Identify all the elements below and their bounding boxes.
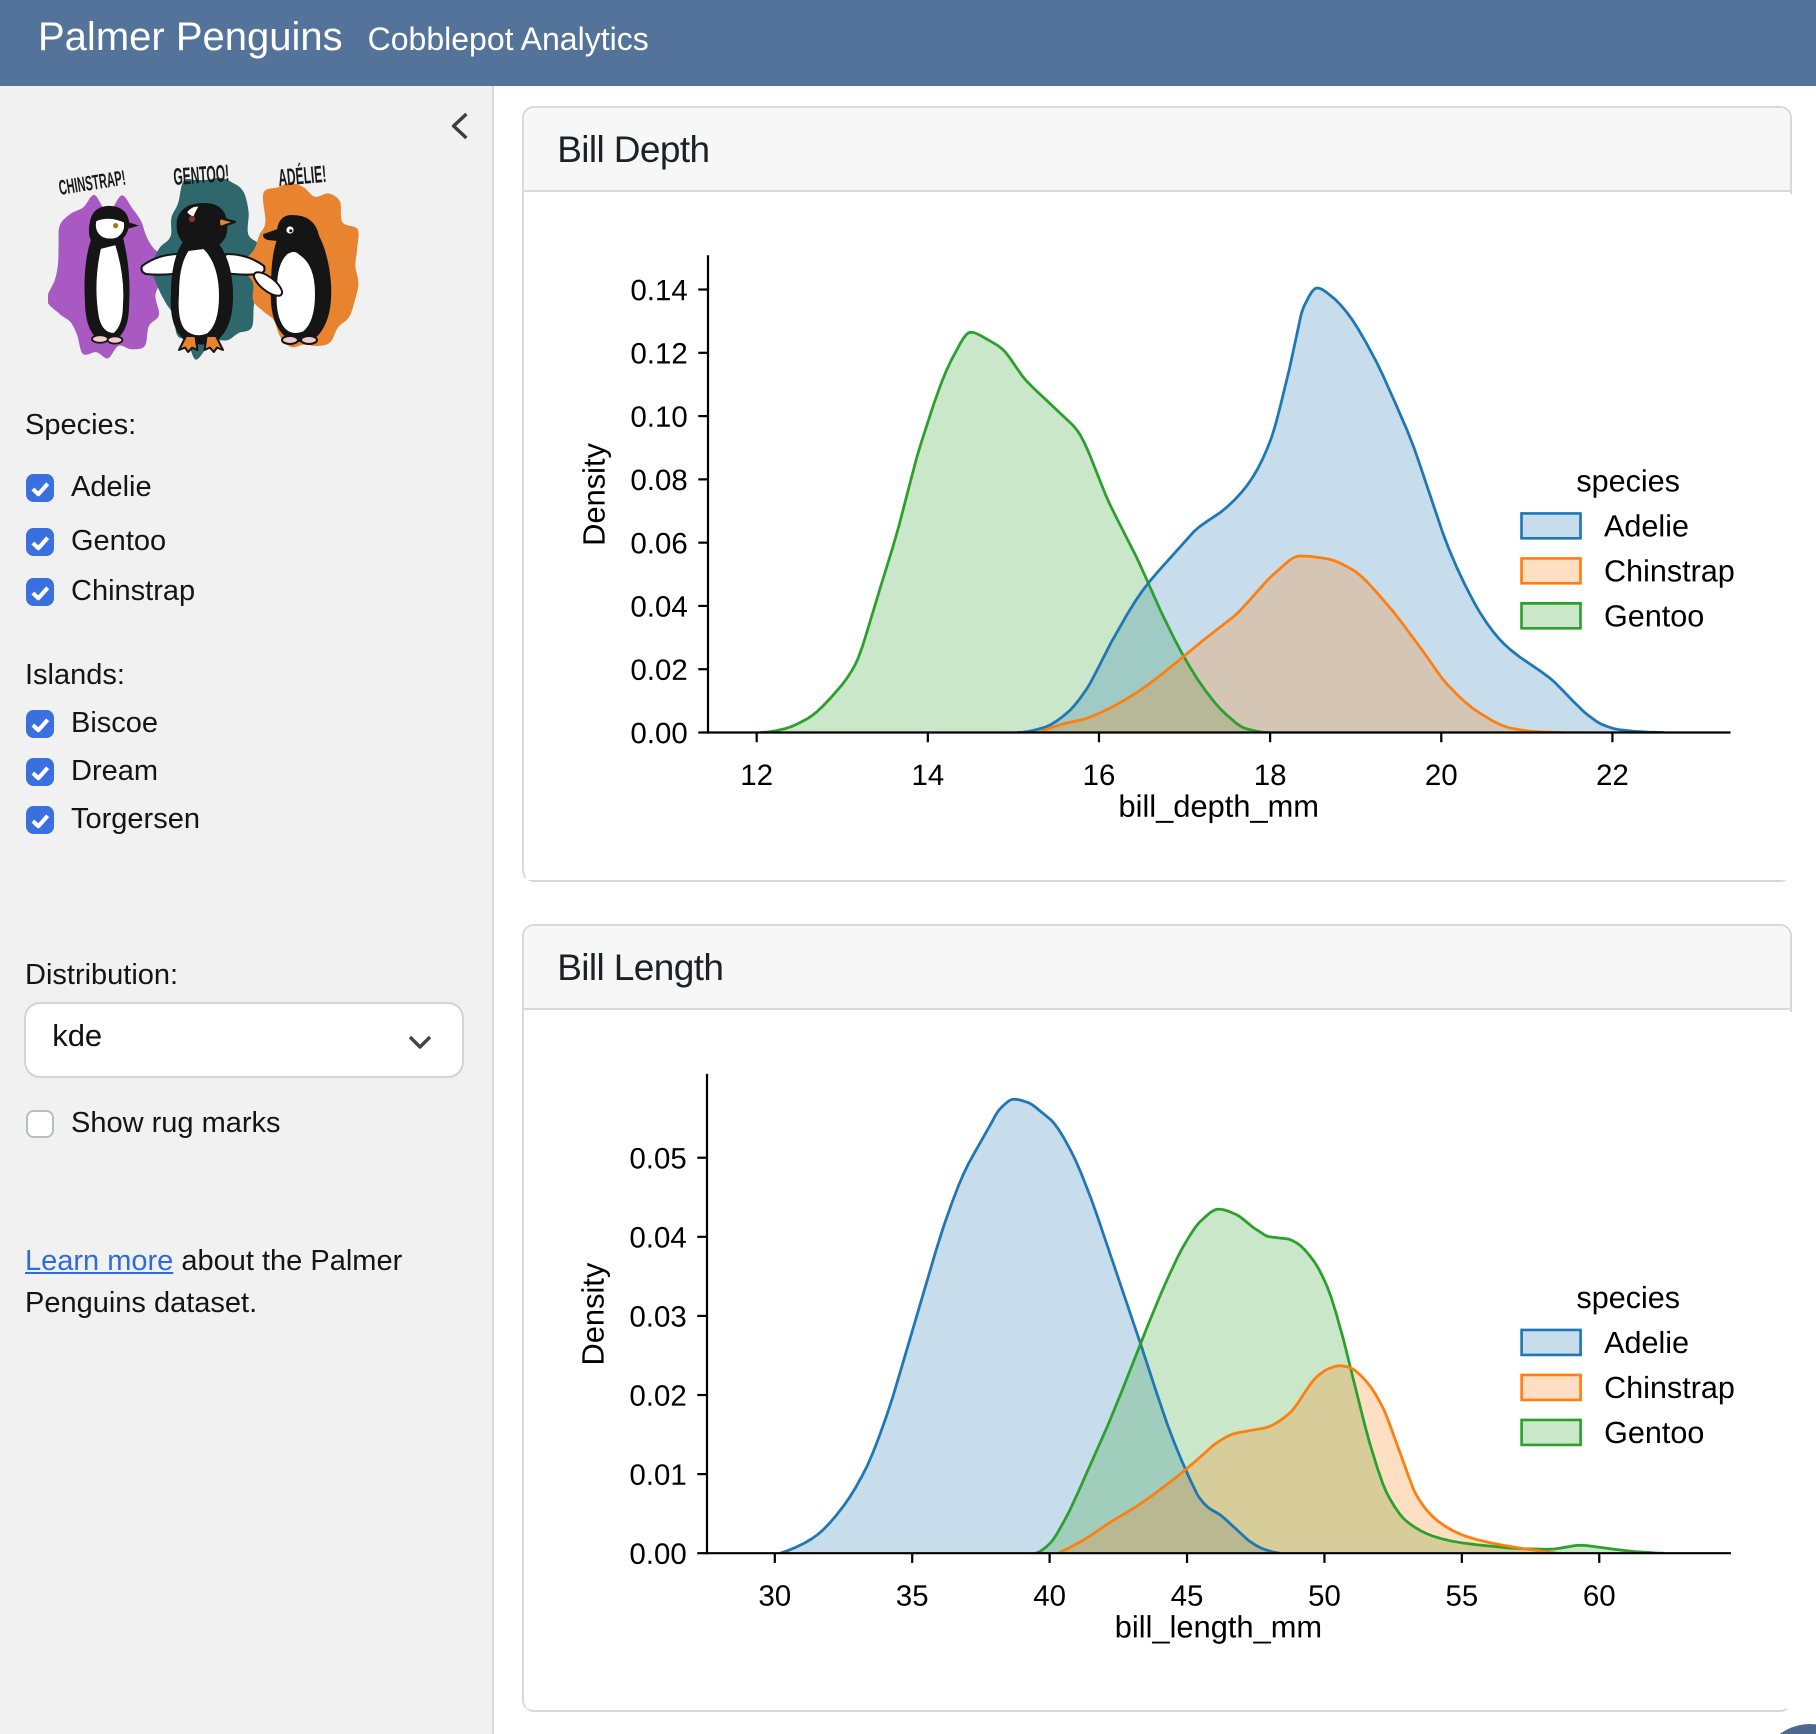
svg-text:ADÉLIE!: ADÉLIE! bbox=[277, 159, 327, 191]
svg-text:CHINSTRAP!: CHINSTRAP! bbox=[57, 165, 127, 199]
svg-text:GENTOO!: GENTOO! bbox=[173, 160, 230, 190]
